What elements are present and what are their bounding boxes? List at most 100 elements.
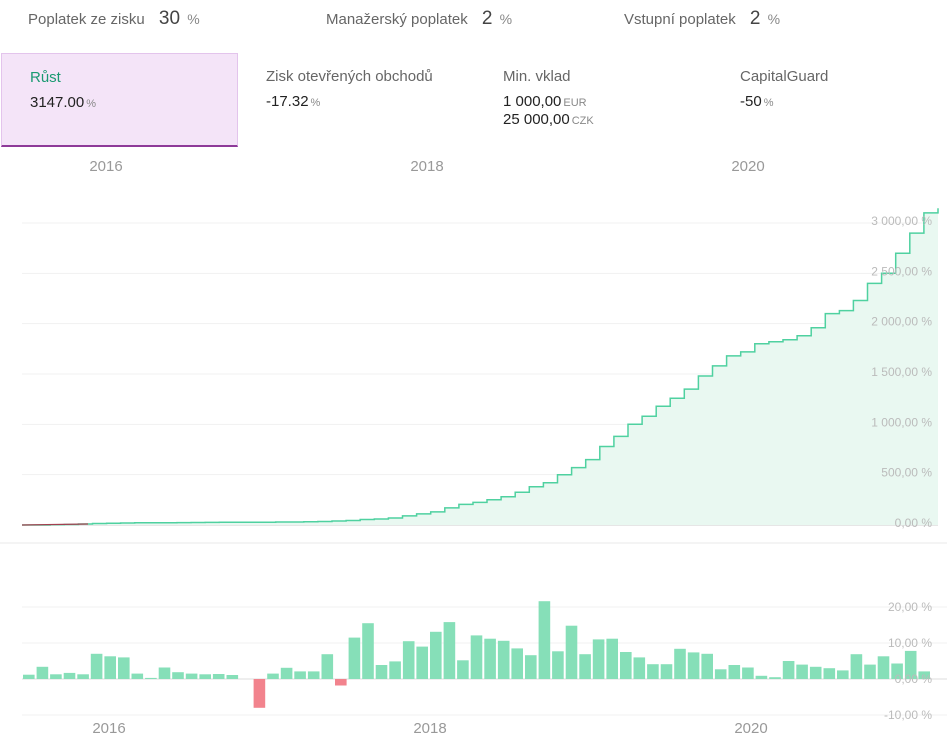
fees-bar: Poplatek ze zisku 30 % Manažerský poplat… — [0, 0, 947, 40]
bar — [660, 664, 673, 679]
growth-line — [22, 208, 939, 526]
bar — [158, 667, 171, 679]
y-tick-label: -10,00 % — [884, 708, 932, 722]
bar — [63, 672, 76, 679]
capital-guard-value: -50 — [740, 93, 762, 110]
bar — [145, 677, 157, 679]
monthly-bar-chart[interactable]: 20,00 % 10,00 % 0,00 % -10,00 % — [22, 600, 947, 722]
y-tick-label: 0,00 % — [895, 672, 933, 686]
bar — [647, 664, 659, 679]
fee-management: Manažerský poplatek 2 % — [326, 8, 512, 30]
bar — [579, 654, 591, 679]
bar — [687, 652, 700, 679]
growth-label: Růst — [30, 69, 61, 86]
min-deposit-label: Min. vklad — [503, 68, 571, 85]
bar — [118, 657, 130, 679]
bar — [470, 635, 483, 679]
bar — [592, 639, 605, 679]
bar — [335, 679, 347, 686]
bar — [294, 671, 306, 679]
open-profit-unit: % — [310, 97, 321, 109]
open-profit-label: Zisk otevřených obchodů — [266, 68, 433, 85]
bar — [837, 670, 849, 679]
bar — [307, 671, 320, 679]
fee-performance-unit: % — [187, 11, 200, 27]
x-tick-label: 2018 — [413, 720, 446, 737]
bar — [728, 665, 741, 679]
y-tick-label: 500,00 % — [881, 466, 932, 480]
bar — [348, 637, 361, 679]
bar — [620, 652, 632, 679]
bar — [823, 668, 836, 679]
open-profit-value: -17.32 — [266, 93, 309, 110]
growth-area-fill — [22, 208, 938, 525]
tab-growth[interactable]: Růst 3147.00% — [1, 53, 238, 147]
bar — [484, 638, 496, 679]
bar — [50, 674, 62, 679]
bar — [904, 650, 917, 679]
bar — [457, 660, 469, 679]
bar — [850, 654, 863, 679]
bar — [443, 622, 456, 679]
bar — [538, 601, 551, 679]
bar — [511, 648, 523, 679]
bar — [782, 661, 795, 679]
fee-entry-value: 2 — [749, 8, 761, 29]
bar — [430, 631, 442, 679]
bar — [402, 641, 415, 679]
growth-unit: % — [86, 98, 97, 110]
bar — [185, 673, 198, 679]
bar — [606, 638, 618, 679]
bar — [809, 666, 822, 679]
min-deposit-value-eur: 1 000,00 — [503, 93, 562, 110]
capital-guard-label: CapitalGuard — [740, 68, 829, 85]
fee-performance: Poplatek ze zisku 30 % — [28, 8, 200, 30]
bar — [891, 663, 903, 679]
x-tick-label: 2020 — [734, 720, 767, 737]
bar — [212, 674, 225, 679]
bar — [701, 653, 713, 679]
bar — [267, 673, 279, 679]
growth-value: 3147.00 — [30, 94, 85, 111]
bar — [23, 674, 35, 679]
fee-performance-value: 30 — [158, 8, 181, 29]
fee-entry-unit: % — [767, 11, 781, 27]
stats-tabs: Růst 3147.00% Zisk otevřených obchodů -1… — [0, 53, 947, 147]
y-tick-label: 1 000,00 % — [871, 415, 932, 429]
growth-area-chart[interactable]: 0,00 % 500,00 % 1 000,00 % 1 500,00 % 2 000,… — [21, 208, 939, 530]
drawdown-line — [21, 523, 89, 526]
bar — [796, 664, 808, 679]
bar — [321, 654, 334, 679]
bar — [552, 651, 564, 679]
bottom-x-axis: 2016 2018 2020 — [92, 720, 767, 737]
bar — [199, 674, 211, 679]
bar — [172, 672, 184, 679]
bar — [36, 666, 49, 679]
bar — [918, 671, 930, 679]
y-tick-label: 3 000,00 % — [871, 214, 932, 228]
bar — [497, 640, 510, 679]
bar — [104, 656, 116, 679]
fee-management-label: Manažerský poplatek — [326, 11, 468, 28]
bar — [131, 673, 144, 679]
bar — [280, 667, 293, 679]
min-deposit-unit-czk: CZK — [571, 115, 594, 127]
bar — [90, 653, 103, 679]
y-tick-label: 2 500,00 % — [871, 264, 932, 278]
bar — [226, 675, 239, 679]
y-tick-label: 2 000,00 % — [871, 315, 932, 329]
min-deposit-unit-eur: EUR — [563, 97, 587, 109]
bar — [769, 677, 781, 679]
min-deposit-value-czk: 25 000,00 — [503, 111, 570, 128]
tab-capital-guard[interactable]: CapitalGuard -50% — [712, 53, 947, 147]
bar — [742, 667, 754, 679]
y-tick-label: 1 500,00 % — [871, 365, 932, 379]
fee-entry-label: Vstupní poplatek — [624, 11, 736, 28]
y-tick-label: 0,00 % — [895, 516, 933, 530]
tab-min-deposit[interactable]: Min. vklad 1 000,00 EUR 25 000,00 CZK — [475, 53, 712, 147]
tab-open-profit[interactable]: Zisk otevřených obchodů -17.32% — [238, 53, 475, 147]
bar — [389, 661, 401, 679]
bar — [877, 656, 890, 679]
bar — [633, 657, 646, 679]
x-tick-label: 2016 — [89, 158, 122, 175]
